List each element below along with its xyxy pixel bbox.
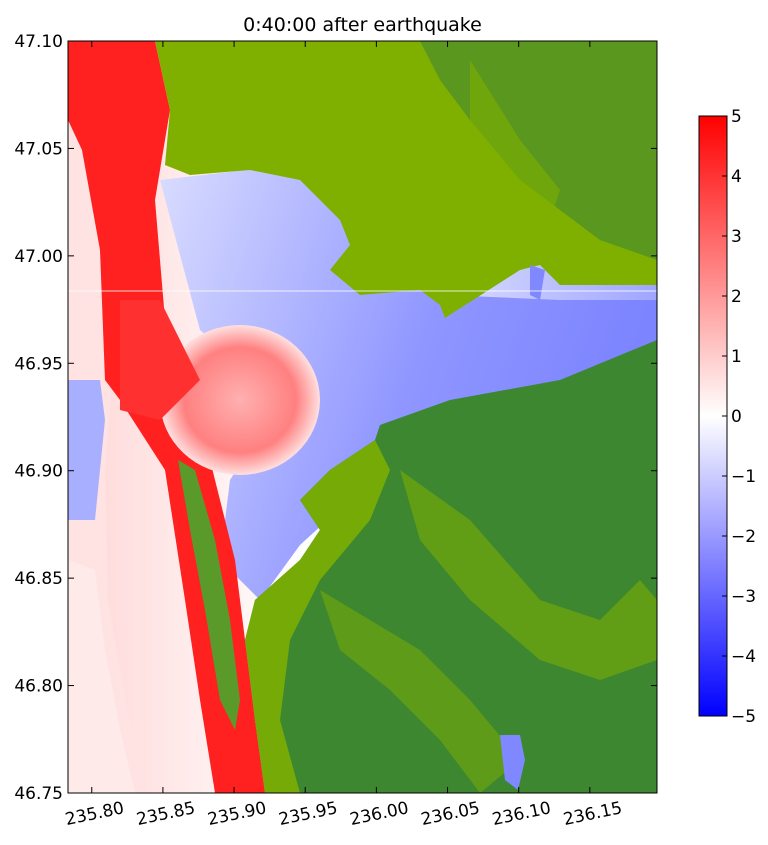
y-tick-label: 46.90	[14, 462, 63, 482]
y-tick-label: 46.80	[14, 677, 63, 697]
south-river-valley	[400, 470, 657, 680]
colorbar-tick-label: 0	[731, 407, 742, 427]
colorbar: 5 4 3 2 1 0 −1 −2 −3 −4 −5	[698, 107, 756, 727]
colorbar-tick-label: 4	[731, 167, 742, 187]
y-tick-label: 47.05	[14, 139, 63, 159]
x-tick-label: 235.90	[206, 798, 268, 830]
x-tick-label: 235.85	[135, 798, 197, 830]
inland-lake	[500, 735, 525, 790]
x-tick-label: 236.00	[348, 798, 410, 830]
colorbar-tick-label: 3	[731, 227, 742, 247]
bay-water	[160, 165, 657, 600]
colorbar-tick-label: 2	[731, 287, 742, 307]
colorbar-tick-label: −2	[731, 527, 756, 547]
x-tick-label: 236.15	[562, 798, 624, 830]
chart-title: 0:40:00 after earthquake	[243, 14, 482, 36]
y-tick-label: 47.00	[14, 247, 63, 267]
y-axis: 46.75 46.80 46.85 46.90 46.95 47.00 47.05 47.10	[14, 32, 657, 804]
colorbar-tick-label: −4	[731, 647, 756, 667]
x-tick-label: 236.10	[490, 798, 552, 830]
heatmap-plot-area	[68, 41, 657, 793]
peninsula-spit	[178, 460, 240, 730]
y-tick-label: 46.95	[14, 354, 63, 374]
colorbar-tick-label: −3	[731, 587, 756, 607]
colorbar-ticks: 5 4 3 2 1 0 −1 −2 −3 −4 −5	[722, 107, 756, 727]
offshore-trough	[68, 380, 105, 520]
y-tick-label: 46.75	[14, 784, 63, 804]
north-river-valley	[470, 60, 560, 250]
colorbar-tick-label: 1	[731, 347, 742, 367]
x-tick-label: 235.95	[277, 798, 339, 830]
bay-entrance-surge	[160, 325, 320, 475]
plot-frame	[67, 40, 658, 794]
y-tick-label: 47.10	[14, 32, 63, 52]
offshore-light-band	[68, 560, 135, 793]
x-tick-label: 236.05	[419, 798, 481, 830]
south-drainage	[320, 590, 520, 793]
colorbar-tick-label: −5	[731, 707, 756, 727]
colorbar-tick-label: −1	[731, 467, 756, 487]
inlet-surge	[120, 300, 200, 420]
south-coastal-lowland	[245, 440, 390, 793]
y-tick-label: 46.85	[14, 569, 63, 589]
colorbar-tick-label: 5	[731, 107, 742, 127]
x-tick-label: 235.80	[64, 798, 126, 830]
